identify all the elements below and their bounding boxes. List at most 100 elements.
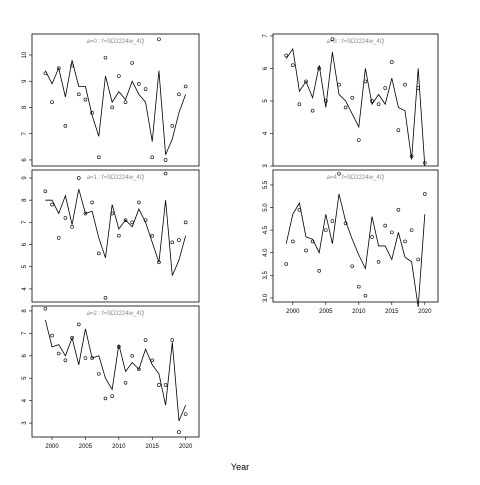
y-tick-label: 7 — [22, 331, 28, 335]
y-tick-label: 7 — [22, 131, 28, 135]
panel-frame — [31, 169, 200, 303]
y-tick-label: 8 — [22, 105, 28, 109]
observation — [170, 124, 175, 128]
observation — [350, 95, 355, 100]
observation — [376, 102, 381, 107]
observation — [97, 371, 101, 376]
y-tick-label: 5 — [22, 376, 28, 380]
observation — [157, 383, 161, 387]
x-tick-label: 2010 — [352, 309, 366, 315]
panel-title: a=2 : f=SD2224w_4Q — [87, 311, 145, 317]
observation — [330, 219, 335, 223]
x-tick-label: 2000 — [45, 444, 59, 450]
panel-frame — [272, 33, 439, 167]
y-tick-label: 8 — [22, 309, 28, 313]
observation — [56, 236, 61, 240]
observation — [83, 356, 88, 360]
observation — [363, 293, 368, 298]
observation — [323, 99, 328, 103]
observation — [43, 189, 48, 194]
observation — [137, 367, 141, 372]
y-tick-label: 5 — [263, 99, 269, 103]
x-tick-label: 2020 — [418, 309, 432, 315]
observation — [290, 239, 295, 244]
observation — [150, 233, 155, 238]
observation — [97, 155, 101, 160]
observation — [304, 248, 308, 253]
observation — [343, 105, 348, 110]
panel-frame — [31, 305, 200, 438]
observation — [50, 333, 54, 338]
x-tick-label: 2005 — [319, 309, 333, 315]
observation — [143, 338, 148, 342]
observation — [170, 240, 175, 245]
panel-title: a=4 : f=SD2224w_4Q — [327, 175, 385, 181]
x-tick-label: 2010 — [112, 444, 126, 450]
panel-frame — [272, 169, 439, 303]
observation — [56, 351, 61, 356]
y-tick-label: 6 — [263, 66, 269, 70]
observation — [310, 108, 315, 113]
y-tick-label: 10 — [22, 51, 28, 58]
observation — [337, 171, 341, 176]
observation — [103, 396, 108, 401]
observation — [117, 233, 121, 238]
observation — [43, 306, 48, 311]
observation — [163, 383, 168, 387]
observation — [117, 74, 121, 78]
y-tick-label: 3.5 — [263, 270, 269, 279]
observation — [177, 238, 181, 242]
observation — [383, 86, 388, 90]
observation — [97, 251, 101, 256]
observation — [130, 61, 134, 65]
observation — [130, 353, 134, 358]
observation — [416, 257, 421, 262]
y-tick-label: 5 — [22, 264, 28, 268]
x-tick-label: 2005 — [79, 444, 93, 450]
observation — [143, 87, 148, 91]
observation — [383, 223, 388, 228]
observation — [90, 200, 94, 205]
observation — [50, 100, 54, 105]
observation — [290, 63, 295, 68]
fit-line — [45, 188, 187, 276]
observation — [63, 358, 68, 363]
observation — [396, 128, 401, 133]
fit-line — [285, 47, 426, 167]
observation — [76, 176, 81, 180]
observation — [304, 79, 308, 84]
x-tick-label: 2015 — [146, 444, 160, 450]
panel-title: a=1 : f=SD2224w_4Q — [87, 175, 145, 181]
observation — [183, 220, 188, 225]
y-tick-label: 9 — [22, 176, 28, 180]
observation — [284, 262, 289, 266]
y-tick-label: 3 — [22, 421, 28, 425]
observation — [376, 259, 381, 264]
y-tick-label: 8 — [22, 198, 28, 202]
observation — [396, 207, 401, 212]
y-tick-label: 4.5 — [263, 225, 269, 234]
panel-frame — [31, 33, 200, 167]
x-axis-label: Year — [231, 462, 249, 472]
observation — [163, 158, 168, 162]
observation — [350, 264, 355, 269]
observation — [137, 82, 141, 86]
panel-title: a=3 : f=SD2224w_4Q — [327, 39, 385, 45]
y-tick-label: 4.0 — [263, 248, 269, 257]
observation — [403, 239, 407, 244]
observation — [177, 92, 181, 97]
y-tick-label: 7 — [263, 34, 269, 38]
observation — [83, 97, 88, 102]
observation — [110, 105, 114, 110]
observation — [50, 202, 54, 207]
y-tick-label: 9 — [22, 79, 28, 83]
fit-line — [44, 319, 187, 422]
observation — [123, 380, 128, 385]
observation — [403, 82, 407, 87]
panel-title: a=0 : f=SD2224w_4Q — [87, 39, 145, 45]
y-tick-label: 3.0 — [263, 293, 269, 302]
fit-line — [285, 193, 426, 308]
x-tick-label: 2015 — [385, 309, 399, 315]
y-tick-label: 5.5 — [263, 180, 269, 189]
